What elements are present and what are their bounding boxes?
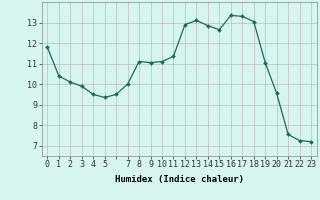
X-axis label: Humidex (Indice chaleur): Humidex (Indice chaleur) bbox=[115, 175, 244, 184]
